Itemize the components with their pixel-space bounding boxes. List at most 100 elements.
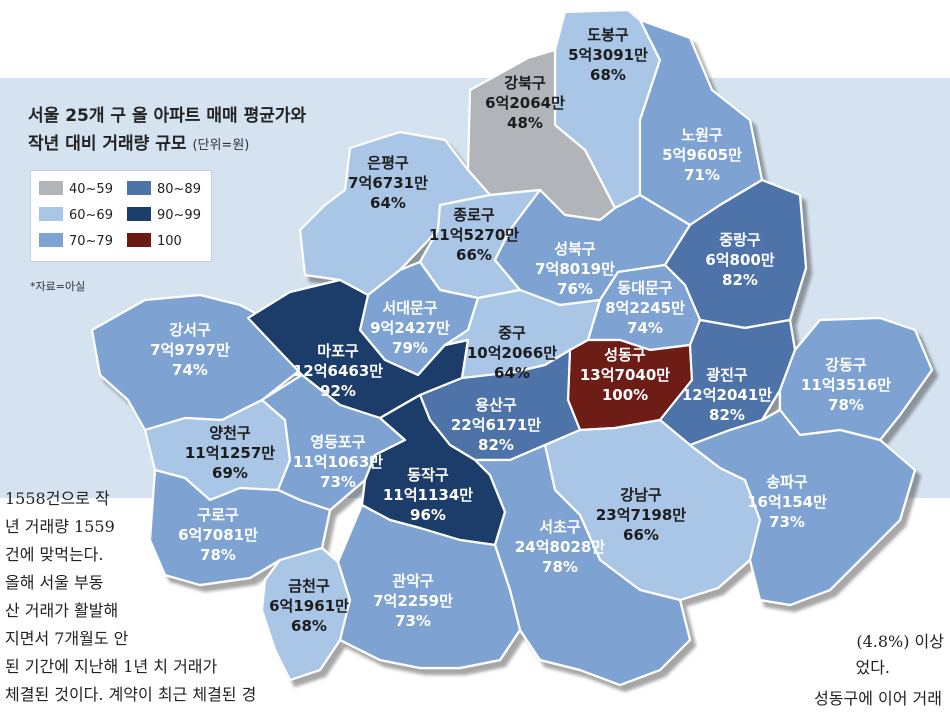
district-gwangjin: [658, 318, 797, 447]
district-pct: 73%: [320, 473, 356, 491]
legend: 40~59 80~89 60~69 90~99 70~79 100: [30, 170, 212, 262]
legend-label: 100: [157, 234, 182, 249]
district-name: 도봉구: [587, 26, 629, 44]
district-pct: 71%: [684, 166, 720, 184]
district-gangdong: [778, 316, 934, 442]
legend-item: 40~59: [39, 181, 113, 197]
district-name: 동대문구: [617, 279, 672, 297]
district-price: 9억2427만: [370, 319, 450, 337]
source-note: *자료=아실: [30, 280, 86, 293]
district-name: 동작구: [407, 466, 449, 484]
map-subtitle-text: 작년 대비 거래량 규모: [28, 134, 187, 154]
legend-swatch: [39, 181, 63, 195]
district-pct: 48%: [507, 114, 543, 132]
article-text-left: 1558건으로 작 년 거래량 1559 건에 맞먹는다. 올해 서울 부동 산…: [5, 485, 256, 709]
district-pct: 79%: [392, 339, 428, 357]
article-line: 1558건으로 작: [5, 489, 110, 508]
district-name: 송파구: [766, 473, 808, 491]
district-name: 은평구: [367, 154, 409, 172]
district-price: 7억6731만: [348, 174, 428, 192]
district-price: 8억2245만: [605, 299, 685, 317]
legend-item: 90~99: [127, 207, 201, 223]
district-price: 11억1257만: [185, 444, 275, 462]
district-pct: 82%: [709, 406, 745, 424]
district-name: 종로구: [453, 206, 495, 224]
district-name: 관악구: [392, 572, 434, 590]
district-pct: 82%: [478, 436, 514, 454]
map-title: 서울 25개 구 올 아파트 매매 평균가와: [28, 106, 307, 126]
district-pct: 66%: [456, 246, 492, 264]
district-label-gangbuk: 강북구 6억2064만 48%: [485, 74, 565, 132]
article-line: 건에 맞먹는다.: [5, 545, 104, 564]
legend-label: 90~99: [157, 208, 201, 223]
district-pct: 78%: [200, 546, 236, 564]
district-name: 강남구: [620, 486, 662, 504]
legend-swatch: [39, 207, 63, 221]
unit-note: (단위=원): [192, 138, 250, 153]
district-pct: 68%: [590, 66, 626, 84]
district-price: 24억8028만: [515, 538, 605, 556]
district-label-dobong: 도봉구 5억3091만 68%: [568, 26, 648, 84]
legend-label: 80~89: [157, 182, 201, 197]
legend-swatch: [127, 181, 151, 195]
article-line: 년 거래량 1559: [5, 517, 115, 536]
district-name: 양천구: [209, 424, 251, 442]
district-price: 11억1063만: [293, 453, 383, 471]
article-line: 올해 서울 부동: [5, 573, 104, 592]
district-label-gwangjin: 광진구 12억2041만 82%: [682, 366, 772, 424]
district-name: 서대문구: [382, 299, 437, 317]
map-subtitle: 작년 대비 거래량 규모 (단위=원): [28, 130, 306, 160]
district-name: 영등포구: [310, 433, 365, 451]
article-line: 된 기간에 지난해 1년 치 거래가: [5, 657, 218, 676]
district-label-gangnam: 강남구 23억7198만 66%: [596, 486, 686, 544]
district-label-yeongdeungpo: 영등포구 11억1063만 73%: [293, 433, 383, 491]
district-name: 성북구: [554, 240, 596, 258]
district-label-gwanak: 관악구 7억2259만 73%: [373, 572, 453, 630]
district-label-songpa: 송파구 16억154만 73%: [747, 473, 827, 531]
district-pct: 73%: [395, 612, 431, 630]
district-price: 6억7081만: [178, 526, 258, 544]
legend-item: 70~79: [39, 233, 113, 249]
district-pct: 69%: [212, 464, 248, 482]
district-label-yangcheon: 양천구 11억1257만 69%: [185, 424, 275, 482]
district-label-guro: 구로구 6억7081만 78%: [178, 506, 258, 564]
district-label-seongdong: 성동구 13억7040만 100%: [580, 346, 670, 404]
article-line: 지면서 7개월도 안: [5, 629, 129, 648]
legend-label: 60~69: [69, 208, 113, 223]
legend-item: 100: [127, 233, 182, 249]
district-pct: 78%: [542, 558, 578, 576]
district-price: 6억800만: [705, 251, 775, 269]
district-pct: 78%: [828, 396, 864, 414]
legend-swatch: [127, 207, 151, 221]
district-label-jongno: 종로구 11억5270만 66%: [429, 206, 519, 264]
district-price: 7억9797만: [150, 341, 230, 359]
district-name: 강북구: [504, 74, 546, 92]
district-label-mapo: 마포구 12억6463만 92%: [293, 342, 383, 400]
legend-label: 40~59: [69, 182, 113, 197]
district-price: 22억6171만: [451, 416, 541, 434]
legend-swatch: [127, 233, 151, 247]
district-gwanak: [336, 503, 522, 670]
map-title-block: 서울 25개 구 올 아파트 매매 평균가와 작년 대비 거래량 규모 (단위=…: [28, 102, 306, 160]
district-price: 11억1134만: [383, 486, 473, 504]
district-price: 11억5270만: [429, 226, 519, 244]
district-label-seocho: 서초구 24억8028만 78%: [515, 518, 605, 576]
article-text-right-3: 성동구에 이어 거래: [814, 689, 942, 708]
district-label-nowon: 노원구 5억9605만 71%: [662, 126, 742, 184]
district-guro: [148, 468, 332, 587]
article-line: 체결된 것이다. 계약이 최근 체결된 경: [5, 685, 257, 704]
district-name: 마포구: [317, 342, 359, 360]
district-name: 성동구: [604, 346, 646, 364]
district-price: 12억2041만: [682, 386, 772, 404]
district-pct: 64%: [370, 194, 406, 212]
article-line: 산 거래가 활발해: [5, 601, 119, 620]
district-label-seongbuk: 성북구 7억8019만 76%: [535, 240, 615, 298]
district-price: 5억3091만: [568, 46, 648, 64]
district-pct: 68%: [291, 617, 327, 635]
district-name: 강동구: [825, 356, 867, 374]
district-name: 용산구: [475, 396, 517, 414]
district-label-seodaemun: 서대문구 9억2427만 79%: [370, 299, 450, 357]
district-pct: 96%: [410, 506, 446, 524]
district-pct: 64%: [494, 364, 530, 382]
